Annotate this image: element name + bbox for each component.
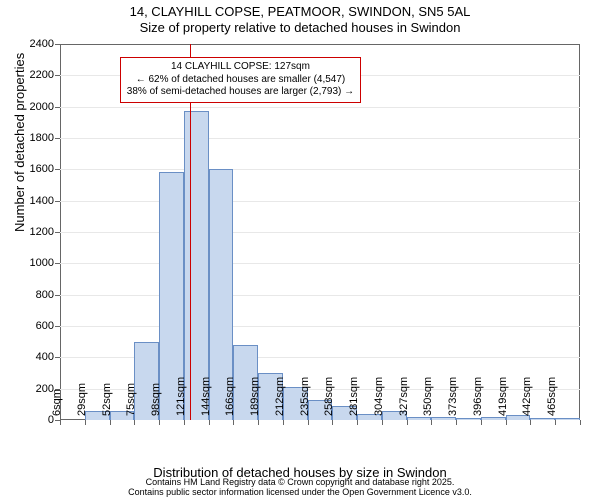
histogram-bar	[555, 418, 580, 420]
x-tick-mark	[555, 420, 556, 425]
x-tick-mark	[530, 420, 531, 425]
x-tick-label: 212sqm	[274, 377, 286, 420]
annotation-line: ← 62% of detached houses are smaller (4,…	[127, 74, 354, 87]
x-tick-mark	[332, 420, 333, 425]
x-tick-label: 52sqm	[101, 383, 113, 420]
x-tick-label: 29sqm	[76, 383, 88, 420]
x-tick-mark	[580, 420, 581, 425]
x-tick-label: 396sqm	[472, 377, 484, 420]
x-tick-label: 75sqm	[125, 383, 137, 420]
x-tick-mark	[431, 420, 432, 425]
histogram-chart: 14, CLAYHILL COPSE, PEATMOOR, SWINDON, S…	[0, 0, 600, 500]
annotation-line: 14 CLAYHILL COPSE: 127sqm	[127, 61, 354, 74]
x-tick-label: 327sqm	[398, 377, 410, 420]
y-tick-label: 1400	[16, 195, 60, 207]
x-tick-label: 258sqm	[323, 377, 335, 420]
plot-area: 0200400600800100012001400160018002000220…	[60, 44, 580, 420]
x-tick-label: 235sqm	[299, 377, 311, 420]
footnote-line2: Contains public sector information licen…	[0, 488, 600, 498]
annotation-box: 14 CLAYHILL COPSE: 127sqm← 62% of detach…	[120, 57, 361, 103]
x-tick-mark	[209, 420, 210, 425]
gridline	[60, 201, 580, 202]
x-tick-label: 442sqm	[521, 377, 533, 420]
y-tick-label: 800	[16, 289, 60, 301]
x-tick-mark	[184, 420, 185, 425]
footnote: Contains HM Land Registry data © Crown c…	[0, 478, 600, 498]
x-tick-mark	[283, 420, 284, 425]
x-tick-label: 304sqm	[373, 377, 385, 420]
gridline	[60, 169, 580, 170]
y-tick-label: 2200	[16, 69, 60, 81]
x-tick-mark	[382, 420, 383, 425]
y-tick-label: 1800	[16, 132, 60, 144]
x-tick-mark	[159, 420, 160, 425]
y-tick-label: 2400	[16, 38, 60, 50]
x-tick-mark	[456, 420, 457, 425]
x-tick-mark	[85, 420, 86, 425]
y-tick-label: 1600	[16, 163, 60, 175]
y-tick-label: 600	[16, 320, 60, 332]
x-tick-mark	[407, 420, 408, 425]
x-tick-mark	[481, 420, 482, 425]
x-tick-label: 98sqm	[150, 383, 162, 420]
x-tick-mark	[258, 420, 259, 425]
histogram-bar	[184, 111, 209, 420]
x-tick-label: 419sqm	[497, 377, 509, 420]
gridline	[60, 107, 580, 108]
x-tick-label: 144sqm	[200, 377, 212, 420]
x-tick-label: 189sqm	[249, 377, 261, 420]
x-tick-label: 166sqm	[224, 377, 236, 420]
annotation-line: 38% of semi-detached houses are larger (…	[127, 86, 354, 99]
y-tick-label: 1000	[16, 257, 60, 269]
x-tick-label: 373sqm	[447, 377, 459, 420]
x-tick-label: 121sqm	[175, 377, 187, 420]
chart-title-line2: Size of property relative to detached ho…	[0, 20, 600, 35]
chart-title-block: 14, CLAYHILL COPSE, PEATMOOR, SWINDON, S…	[0, 4, 600, 35]
y-tick-label: 1200	[16, 226, 60, 238]
x-tick-mark	[134, 420, 135, 425]
x-tick-mark	[60, 420, 61, 425]
y-tick-label: 400	[16, 351, 60, 363]
x-tick-mark	[233, 420, 234, 425]
x-tick-mark	[357, 420, 358, 425]
x-tick-label: 465sqm	[546, 377, 558, 420]
x-tick-mark	[308, 420, 309, 425]
y-tick-label: 2000	[16, 101, 60, 113]
x-tick-mark	[110, 420, 111, 425]
gridline	[60, 295, 580, 296]
gridline	[60, 326, 580, 327]
gridline	[60, 138, 580, 139]
x-tick-label: 281sqm	[348, 377, 360, 420]
gridline	[60, 232, 580, 233]
x-tick-label: 350sqm	[422, 377, 434, 420]
x-tick-label: 6sqm	[51, 389, 63, 420]
gridline	[60, 263, 580, 264]
x-tick-mark	[506, 420, 507, 425]
chart-title-line1: 14, CLAYHILL COPSE, PEATMOOR, SWINDON, S…	[0, 4, 600, 19]
